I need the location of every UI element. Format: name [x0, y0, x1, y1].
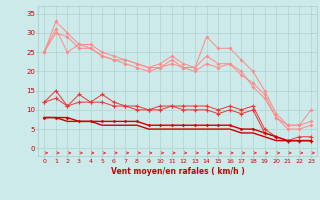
- X-axis label: Vent moyen/en rafales ( km/h ): Vent moyen/en rafales ( km/h ): [111, 167, 244, 176]
